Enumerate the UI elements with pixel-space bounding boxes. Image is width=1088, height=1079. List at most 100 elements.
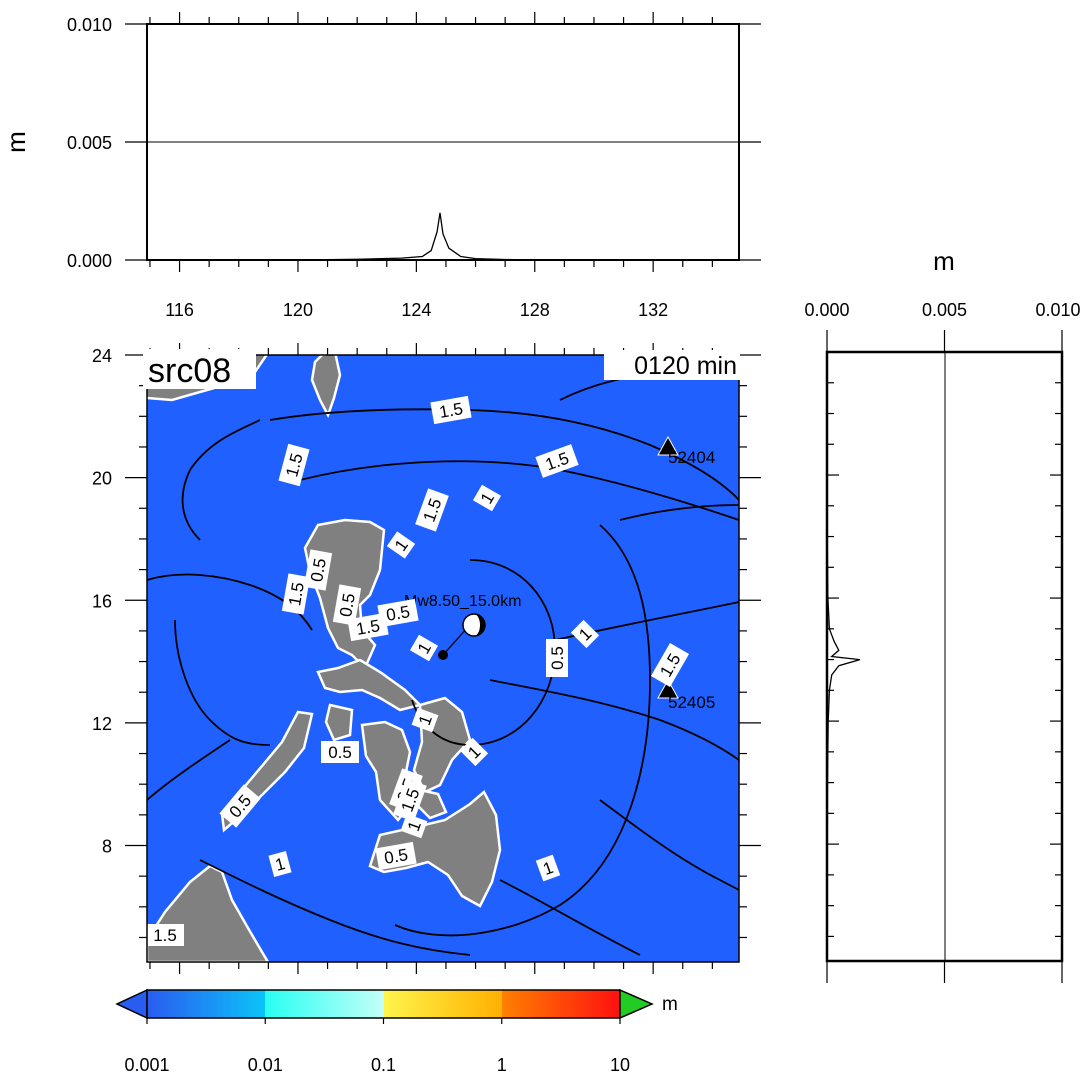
map-y-tick-label: 20 [92, 469, 112, 489]
contour-label: 0.5 [321, 741, 359, 763]
contour-label: 0.5 [377, 598, 419, 628]
top-x-tick-label: 132 [638, 300, 668, 320]
top-y-tick-label: 0.000 [67, 251, 112, 271]
map-ticks [125, 343, 761, 974]
land-taiwan [310, 355, 342, 419]
time-label-box [604, 350, 740, 380]
contour-label-box [546, 639, 568, 677]
contour-label-box [570, 619, 600, 649]
top-panel-y-tick-labels: 0.000 0.005 0.010 [67, 15, 112, 271]
contour-label-box [321, 741, 359, 763]
contour-label-box [459, 737, 489, 767]
contour-label: 1.5 [430, 395, 472, 425]
colorbar-tick-labels: 0.001 0.01 0.1 1 10 [124, 1018, 630, 1075]
contour-label-box [268, 851, 292, 877]
right-panel: 0.000 0.005 0.010 m [804, 246, 1081, 983]
contour-ring-outer [394, 524, 651, 937]
contour-label-box [147, 924, 184, 946]
contour-label: 1 [459, 737, 489, 767]
contour-label: 1 [386, 531, 416, 559]
source-label: Mw8.50_15.0km [404, 593, 521, 610]
contour-label: 1.5 [147, 924, 184, 946]
station-52404-label: 52404 [668, 448, 715, 467]
contour-label-box [393, 778, 427, 822]
contour-label: 1.5 [278, 443, 310, 487]
contour-label-text: 0.5 [328, 743, 352, 762]
contour-label-text: 0.5 [548, 646, 567, 670]
top-panel-ylabel: m [1, 131, 31, 153]
contour-label: 1 [472, 484, 502, 512]
contour-label-box [375, 841, 417, 871]
right-panel-xlabel: m [933, 246, 955, 276]
colorbar-over-triangle [619, 988, 654, 1020]
contour-label: 1 [409, 634, 439, 662]
station-markers: 52404 52405 [657, 435, 715, 712]
colorbar-tick-label: 10 [610, 1055, 630, 1075]
contour-label-box [535, 444, 579, 478]
contour-label-box [281, 573, 311, 615]
contour-label-text: 1.5 [285, 581, 308, 608]
contour-label-box [535, 854, 561, 882]
station-52404-marker [657, 435, 679, 456]
contour-label-box [377, 598, 419, 628]
contour-label: 1 [400, 813, 428, 839]
colorbar-segment-3 [384, 990, 502, 1018]
top-x-tick-label: 128 [520, 300, 550, 320]
map-content: 52404 52405 Mw8.50_15.0km 1.5 1.5 1.5 1 1.5 1… [147, 355, 739, 962]
colorbar: m 0.001 0.01 0.1 1 10 [115, 988, 678, 1075]
top-x-tick-label: 124 [401, 300, 431, 320]
top-panel-x-tick-labels: 116 120 124 128 132 [165, 300, 668, 320]
top-y-tick-label: 0.005 [67, 133, 112, 153]
colorbar-unit: m [662, 994, 678, 1015]
contour-ring-inner [411, 559, 556, 746]
contour-label-text: 1.5 [153, 926, 177, 945]
right-panel-ticks [826, 330, 1063, 983]
contour-label-box [415, 488, 449, 532]
contour-label-text: 1.5 [438, 399, 465, 422]
beachball-compression-quadrant [474, 614, 485, 636]
contour-label: 1 [411, 707, 439, 733]
colorbar-tick-label: 1 [497, 1055, 507, 1075]
station-52405-marker [657, 678, 679, 699]
contour-label-text: 1.5 [355, 616, 382, 639]
colorbar-segment-1 [147, 990, 265, 1018]
contour-ne-2 [619, 504, 739, 521]
contour-label-box [430, 395, 472, 425]
contour-label-box [400, 813, 428, 839]
colorbar-under-triangle [115, 988, 148, 1020]
right-panel-x-tick-labels: 0.000 0.005 0.010 [804, 300, 1080, 320]
contour-label: 1.5 [535, 444, 579, 478]
contour-south-1 [199, 859, 471, 956]
source-leader-line [442, 626, 469, 656]
station-52405-label: 52405 [668, 693, 715, 712]
contour-label-text: 0.5 [385, 602, 412, 625]
contour-east-2 [489, 679, 739, 761]
right-x-tick-label: 0.010 [1035, 300, 1080, 320]
contour-east-3 [599, 799, 739, 891]
contour-label-box [650, 643, 690, 687]
top-x-tick-label: 120 [283, 300, 313, 320]
panel-label: src08 [148, 352, 231, 390]
colorbar-tick-label: 0.01 [248, 1055, 283, 1075]
contour-label-text: 0.5 [336, 592, 359, 619]
epicenter-dot [438, 650, 448, 660]
colorbar-segment-2 [265, 990, 384, 1018]
map-panel: 52404 52405 Mw8.50_15.0km 1.5 1.5 1.5 1 1.5 1… [92, 343, 761, 974]
contour-label-box [219, 784, 261, 828]
contour-west-2 [174, 619, 271, 746]
contour-label-box [347, 612, 389, 642]
contour-label-box [386, 531, 416, 559]
contour-label: 1 [268, 851, 292, 877]
contour-label-box [303, 549, 333, 591]
right-x-tick-label: 0.000 [804, 300, 849, 320]
contour-label: 0.5 [303, 549, 333, 591]
contour-big-arc [181, 419, 261, 541]
source-mechanism: Mw8.50_15.0km [404, 593, 521, 660]
land-bicol [316, 658, 423, 712]
contour-label-box [409, 634, 439, 662]
contour-sw-1 [147, 739, 231, 801]
contour-label-box [278, 443, 310, 487]
contour-north-1 [269, 408, 739, 501]
colorbar-segment-4 [502, 990, 620, 1018]
